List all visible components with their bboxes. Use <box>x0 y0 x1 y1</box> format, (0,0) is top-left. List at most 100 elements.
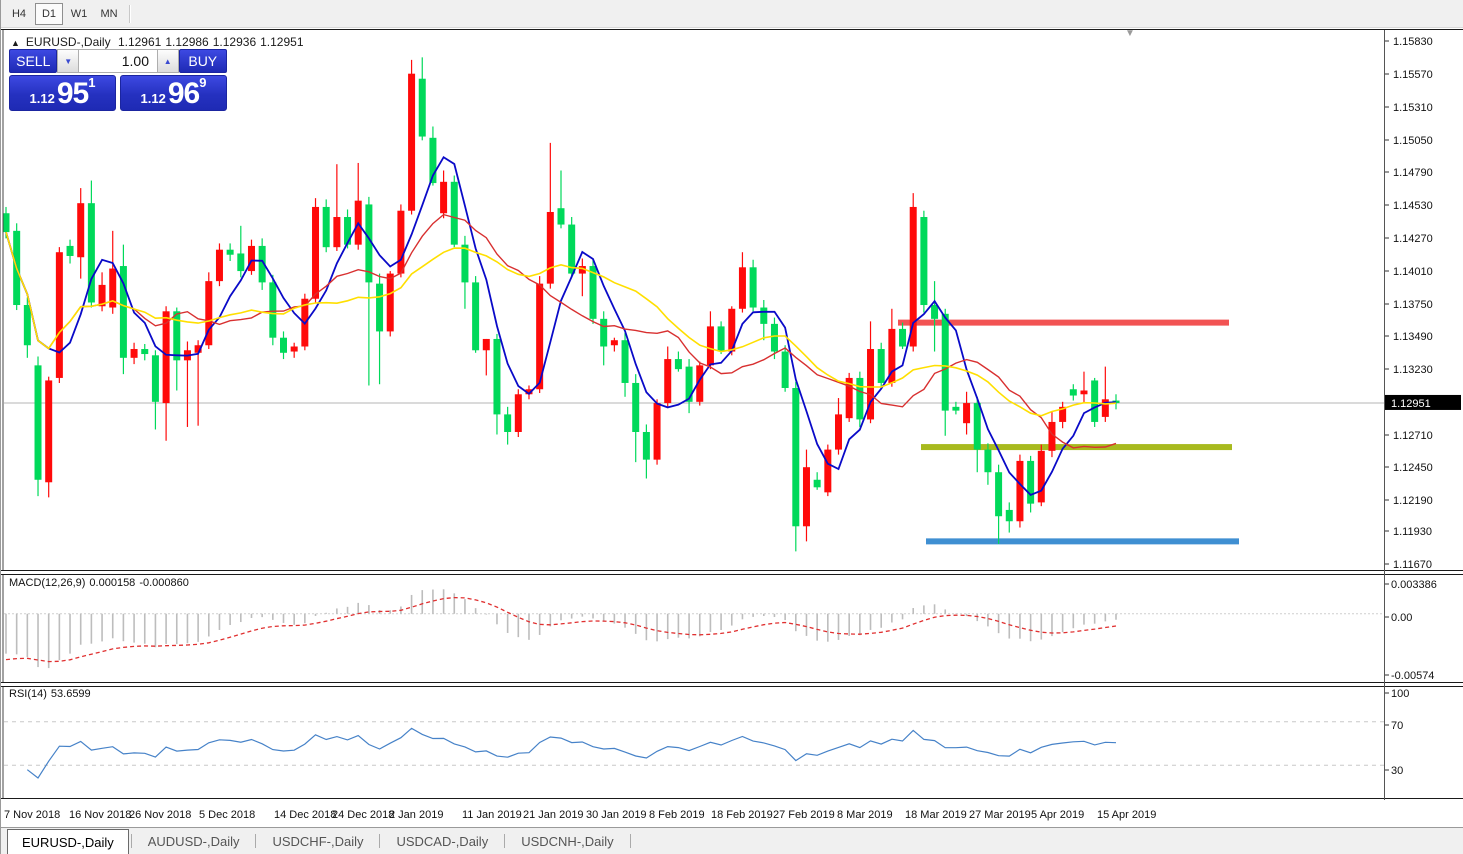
sell-price-big: 95 <box>56 77 89 110</box>
price-axis-separator[interactable] <box>1384 30 1385 800</box>
macd-signal-line <box>5 596 1117 663</box>
sell-button[interactable]: SELL <box>9 49 58 73</box>
volume-spinner-up[interactable]: ▲ <box>157 49 179 73</box>
candle-body <box>525 389 533 395</box>
volume-input[interactable] <box>79 49 157 73</box>
low-support-line[interactable] <box>926 538 1239 545</box>
candle-body <box>504 414 512 432</box>
pane-splitter-bottom[interactable] <box>1 798 1463 803</box>
candle-body <box>66 245 74 256</box>
date-axis-label: 14 Dec 2018 <box>274 809 337 821</box>
candle-body <box>1037 450 1045 503</box>
price-axis-label: 1.14270 <box>1393 233 1433 245</box>
volume-spinner-down[interactable]: ▼ <box>57 49 79 73</box>
candle-body <box>77 203 85 258</box>
buy-price-button[interactable]: 1.12 96 9 <box>120 75 227 111</box>
candle-body <box>408 73 416 211</box>
collapse-icon[interactable]: ▲ <box>11 38 20 48</box>
pane-splitter-rsi[interactable] <box>1 682 1463 687</box>
candle-body <box>237 253 245 272</box>
date-axis-label: 11 Jan 2019 <box>462 809 522 821</box>
symbol-tab-usdchf[interactable]: USDCHF-,Daily <box>272 833 364 849</box>
candle-body <box>1016 460 1024 522</box>
rsi-axis-label: 30 <box>1391 765 1403 777</box>
candle-body <box>472 282 480 351</box>
macd-label: MACD(12,26,9) 0.000158 -0.000860 <box>9 577 193 589</box>
candle-body <box>1069 389 1077 396</box>
buy-button[interactable]: BUY <box>178 49 227 73</box>
symbol-tab-audusd[interactable]: AUDUSD-,Daily <box>147 833 240 849</box>
moving-average-24 <box>5 231 1117 417</box>
candle-body <box>45 380 53 483</box>
candle-body <box>376 283 384 332</box>
candle-body <box>536 283 544 390</box>
candle-body <box>610 340 618 346</box>
date-axis-label: 5 Dec 2018 <box>199 809 256 821</box>
price-axis-label: 1.14530 <box>1393 200 1433 212</box>
candle-body <box>173 311 181 361</box>
timeframe-button-w1[interactable]: W1 <box>70 7 88 20</box>
candle-body <box>941 313 949 411</box>
tab-separator <box>130 834 132 848</box>
candle-body <box>749 267 757 308</box>
candle-body <box>1112 400 1120 404</box>
candle-body <box>1101 399 1109 417</box>
rsi-axis-label: 70 <box>1391 720 1403 732</box>
macd-axis-label: 0.00 <box>1391 612 1412 624</box>
toolbar-separator <box>129 4 131 23</box>
ohlc-open: 1.12961 <box>117 35 162 49</box>
candle-body <box>621 340 629 383</box>
time-axis[interactable]: 7 Nov 2018 16 Nov 2018 26 Nov 2018 5 Dec 20… <box>1 802 1463 827</box>
chart-title: ▲ EURUSD-,Daily 1.12961 1.12986 1.12936 1.12… <box>11 35 308 49</box>
sell-price-button[interactable]: 1.12 95 1 <box>9 75 116 111</box>
price-axis-label: 1.14010 <box>1393 266 1433 278</box>
current-price-tag <box>1385 394 1461 410</box>
candle-body <box>568 224 576 274</box>
candle-body <box>1059 406 1067 422</box>
scroll-to-end-icon[interactable]: ▼ <box>1125 28 1135 39</box>
timeframe-button-mn[interactable]: MN <box>100 7 118 20</box>
ohlc-close: 1.12951 <box>260 35 304 49</box>
symbol-tab-usdcnh[interactable]: USDCNH-,Daily <box>521 833 614 849</box>
tab-separator <box>255 834 257 848</box>
symbol-tab-usdcad[interactable]: USDCAD-,Daily <box>396 833 489 849</box>
candle-body <box>824 449 832 493</box>
candle-body <box>920 217 928 306</box>
candle-body <box>418 78 426 137</box>
resistance-line[interactable] <box>898 319 1229 326</box>
date-axis-label: 24 Dec 2018 <box>332 809 395 821</box>
buy-price-big: 96 <box>167 77 200 110</box>
candle-body <box>290 346 298 352</box>
candle-body <box>397 210 405 274</box>
candle-body <box>269 282 277 338</box>
symbol-tab-eurusd[interactable]: EURUSD-,Daily <box>7 829 129 854</box>
candle-body <box>984 449 992 473</box>
candle-body <box>1080 390 1088 395</box>
candle-body <box>205 281 213 346</box>
candle-body <box>514 394 522 432</box>
pane-splitter-macd[interactable] <box>1 570 1463 575</box>
price-axis-label: 1.15830 <box>1393 36 1433 48</box>
timeframe-button-h4[interactable]: H4 <box>11 7 27 20</box>
macd-title: MACD(12,26,9) <box>9 577 86 589</box>
candle-body <box>98 284 106 307</box>
candle-body <box>429 137 437 184</box>
current-price-tag-text: 1.12951 <box>1391 398 1431 410</box>
candle-body <box>546 211 554 284</box>
candle-body <box>642 431 650 460</box>
candle-body <box>194 345 202 353</box>
candle-body <box>802 467 810 527</box>
candle-body <box>1027 460 1035 504</box>
candle-body <box>995 472 1003 517</box>
candle-body <box>461 244 469 283</box>
buy-price-sup: 9 <box>199 75 207 90</box>
candle-body <box>130 349 138 358</box>
price-axis-label: 1.15050 <box>1393 135 1433 147</box>
candle-body <box>674 359 682 370</box>
candle-body <box>226 249 234 255</box>
candle-body <box>557 208 565 225</box>
timeframe-button-d1[interactable]: D1 <box>35 2 63 25</box>
spinner-up-icon: ▲ <box>163 56 172 66</box>
